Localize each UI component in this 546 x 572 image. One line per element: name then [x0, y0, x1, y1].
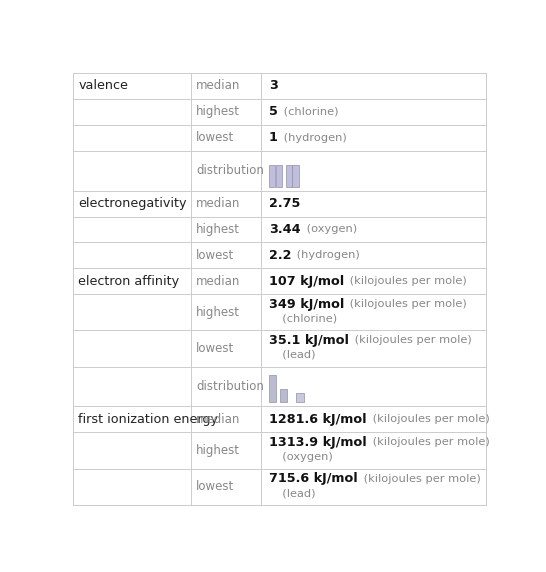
Text: electronegativity: electronegativity: [79, 197, 187, 210]
Text: 3: 3: [269, 80, 278, 93]
Bar: [286, 165, 292, 186]
Text: lowest: lowest: [196, 480, 234, 493]
Text: (kilojoules per mole): (kilojoules per mole): [369, 438, 489, 447]
Text: median: median: [196, 413, 240, 426]
Text: median: median: [196, 197, 240, 210]
Text: lowest: lowest: [196, 249, 234, 262]
Text: (lead): (lead): [275, 350, 316, 360]
Text: 1: 1: [269, 131, 278, 144]
Text: (kilojoules per mole): (kilojoules per mole): [351, 335, 472, 345]
Text: lowest: lowest: [196, 342, 234, 355]
Text: (kilojoules per mole): (kilojoules per mole): [346, 276, 467, 286]
Text: highest: highest: [196, 223, 240, 236]
Text: (hydrogen): (hydrogen): [293, 251, 360, 260]
Text: (lead): (lead): [275, 488, 316, 498]
Text: 1313.9 kJ/mol: 1313.9 kJ/mol: [269, 436, 366, 449]
Text: (kilojoules per mole): (kilojoules per mole): [360, 474, 480, 484]
Bar: [296, 394, 304, 403]
Text: 2.2: 2.2: [269, 249, 292, 262]
Text: (hydrogen): (hydrogen): [280, 133, 347, 143]
Text: (oxygen): (oxygen): [302, 224, 357, 235]
Text: (chlorine): (chlorine): [275, 314, 337, 324]
Text: 107 kJ/mol: 107 kJ/mol: [269, 275, 344, 288]
Text: highest: highest: [196, 306, 240, 319]
Text: (kilojoules per mole): (kilojoules per mole): [346, 299, 467, 309]
Text: highest: highest: [196, 444, 240, 457]
Text: valence: valence: [79, 80, 128, 93]
Bar: [293, 165, 299, 186]
Text: (chlorine): (chlorine): [280, 107, 339, 117]
Text: 2.75: 2.75: [269, 197, 300, 210]
Text: 3.44: 3.44: [269, 223, 300, 236]
Text: (kilojoules per mole): (kilojoules per mole): [369, 415, 489, 424]
Text: electron affinity: electron affinity: [79, 275, 180, 288]
Text: 1281.6 kJ/mol: 1281.6 kJ/mol: [269, 413, 366, 426]
Text: distribution: distribution: [196, 380, 264, 393]
Text: median: median: [196, 275, 240, 288]
Text: 715.6 kJ/mol: 715.6 kJ/mol: [269, 472, 358, 485]
Bar: [269, 375, 276, 403]
Text: median: median: [196, 80, 240, 93]
Text: 35.1 kJ/mol: 35.1 kJ/mol: [269, 334, 349, 347]
Text: 349 kJ/mol: 349 kJ/mol: [269, 298, 344, 311]
Bar: [276, 165, 282, 186]
Text: lowest: lowest: [196, 131, 234, 144]
Text: distribution: distribution: [196, 164, 264, 177]
Text: highest: highest: [196, 105, 240, 118]
Text: (oxygen): (oxygen): [275, 452, 333, 462]
Text: 5: 5: [269, 105, 278, 118]
Bar: [269, 165, 275, 186]
Text: first ionization energy: first ionization energy: [79, 413, 218, 426]
Bar: [280, 389, 287, 403]
